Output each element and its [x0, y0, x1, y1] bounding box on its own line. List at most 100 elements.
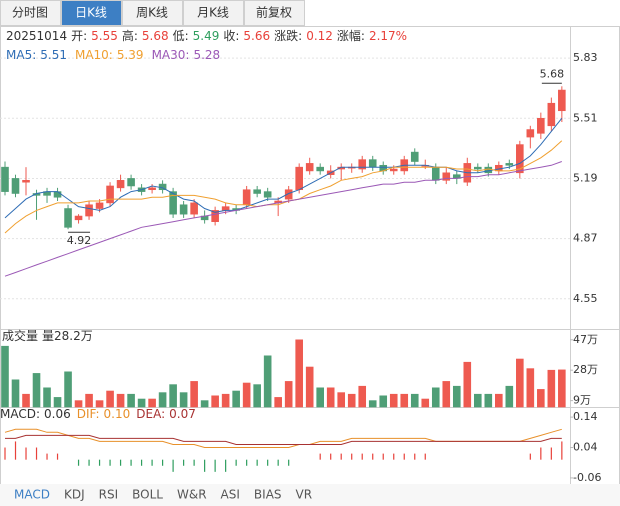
macd-bar: [330, 453, 332, 460]
volume-bar: [484, 393, 493, 408]
macd-bar: [550, 447, 552, 460]
volume-bar: [242, 382, 251, 408]
tab-label[interactable]: 日K线: [75, 6, 107, 20]
tab-label[interactable]: 分时图: [12, 6, 48, 20]
tab-label[interactable]: 月K线: [197, 6, 229, 20]
candle-body: [148, 187, 156, 191]
macd-bar: [46, 453, 48, 460]
y-tick-label: 9万: [573, 394, 591, 407]
field-label: 开:: [71, 29, 87, 43]
volume-bar: [452, 385, 461, 408]
legend-name: MA10:: [75, 48, 113, 62]
candle-body: [505, 163, 514, 166]
volume-bar: [74, 400, 83, 408]
macd-bar: [151, 459, 153, 466]
candle-body: [1, 166, 9, 192]
macd-bar: [161, 459, 164, 466]
volume-bar: [495, 393, 503, 408]
legend-name: DIF:: [77, 407, 100, 421]
volume-bar: [526, 368, 535, 408]
indicator-tab[interactable]: KDJ: [64, 488, 85, 502]
volume-bar: [389, 393, 398, 408]
indicator-tab[interactable]: BIAS: [254, 488, 282, 502]
macd-bar: [130, 459, 132, 466]
indicator-tab[interactable]: VR: [296, 488, 313, 502]
candle-body: [473, 166, 482, 170]
legend-name: MA5:: [6, 48, 36, 62]
legend-unit: 万: [81, 329, 93, 343]
macd-bar: [372, 453, 374, 460]
tab[interactable]: [61, 0, 122, 26]
candle-body: [74, 215, 83, 221]
indicator-tab[interactable]: MACD: [14, 488, 50, 502]
macd-bar: [288, 459, 290, 466]
volume-bar: [295, 339, 303, 408]
field-label: 涨幅:: [337, 28, 365, 43]
volume-bar: [442, 381, 451, 408]
macd-bar: [403, 453, 405, 460]
volume-bar: [347, 393, 356, 408]
indicator-tab[interactable]: BOLL: [132, 488, 163, 502]
volume-bar: [64, 371, 72, 408]
y-tick-label: 5.83: [573, 51, 598, 64]
candle-body: [358, 159, 367, 170]
volume-bar: [337, 392, 346, 408]
field-label: 收:: [223, 29, 239, 43]
macd-bar: [225, 459, 227, 472]
volume-bar: [127, 393, 135, 408]
volume-bar: [190, 381, 198, 408]
volume-bar: [368, 400, 377, 408]
volume-bar: [263, 355, 272, 408]
candle-body: [537, 117, 545, 134]
macd-bar: [561, 441, 563, 460]
y-tick-label: 5.51: [573, 111, 598, 124]
indicator-tab[interactable]: RSI: [99, 488, 119, 502]
y-tick-label: 0.04: [573, 441, 598, 454]
legend-value: 5.51: [40, 48, 67, 62]
tab[interactable]: [183, 0, 244, 26]
volume-bar: [421, 398, 430, 408]
macd-bar: [140, 459, 143, 466]
volume-bar: [11, 379, 20, 408]
candle-body: [516, 144, 524, 174]
indicator-tab[interactable]: ASI: [221, 488, 240, 502]
macd-bar: [119, 459, 122, 466]
candle-body: [368, 159, 377, 168]
candle-body: [263, 191, 272, 198]
volume-bar: [473, 393, 482, 408]
candle-body: [410, 151, 419, 162]
panel-title: 成交量: [2, 328, 38, 343]
line-series: [4, 117, 563, 219]
volume-bar: [410, 393, 419, 408]
tab-label[interactable]: 前复权: [256, 5, 292, 20]
volume-bar: [400, 393, 409, 408]
macd-bar: [98, 459, 101, 466]
line-series: [5, 434, 562, 445]
macd-bar: [193, 459, 195, 466]
candle-body: [305, 163, 314, 172]
volume-bar: [379, 395, 388, 408]
volume-bar: [32, 373, 41, 408]
y-tick-label: 5.19: [573, 171, 598, 184]
candle-body: [127, 178, 135, 187]
tab[interactable]: [122, 0, 183, 26]
tab-label[interactable]: 周K线: [136, 6, 168, 20]
macd-bar: [540, 447, 542, 460]
volume-bar: [85, 393, 93, 408]
volume-bar: [537, 389, 545, 408]
volume-bar: [316, 387, 324, 408]
tab[interactable]: [0, 0, 61, 26]
legend-name: MA30:: [152, 48, 190, 62]
legend-name: 量: [42, 329, 54, 343]
field-value: 5.68: [142, 29, 169, 43]
volume-bar: [148, 398, 156, 408]
volume-bar: [516, 358, 524, 408]
macd-bar: [424, 453, 426, 460]
volume-bar: [221, 393, 230, 408]
macd-bar: [14, 441, 17, 460]
tab[interactable]: [244, 0, 305, 26]
candle-body: [179, 204, 188, 215]
volume-bar: [22, 393, 30, 408]
indicator-tab[interactable]: W&R: [177, 488, 207, 502]
